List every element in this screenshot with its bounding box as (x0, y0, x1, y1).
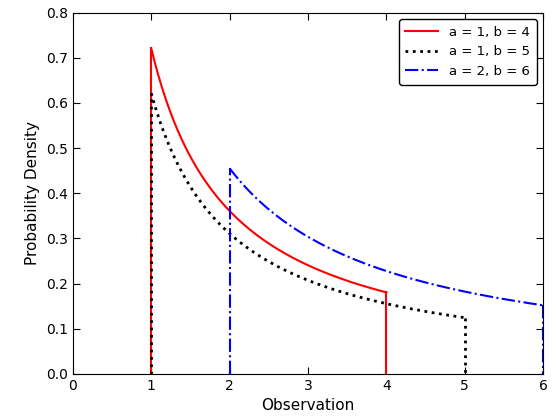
Line: a = 1, b = 4: a = 1, b = 4 (151, 48, 386, 292)
a = 1, b = 5 (422, 309, 428, 314)
X-axis label: Observation: Observation (262, 398, 354, 413)
Y-axis label: Probability Density: Probability Density (25, 121, 40, 265)
a = 1, b = 4 (148, 46, 155, 51)
a = 1, b = 5 (148, 91, 155, 96)
a = 2, b = 6 (500, 297, 507, 302)
a = 2, b = 6 (540, 303, 547, 308)
a = 1, b = 5 (461, 315, 468, 320)
a = 2, b = 6 (262, 204, 269, 209)
a = 1, b = 5 (202, 206, 209, 211)
a = 1, b = 5 (282, 268, 288, 273)
a = 1, b = 4 (238, 220, 245, 225)
a = 2, b = 6 (360, 260, 367, 265)
a = 1, b = 4 (175, 129, 181, 134)
a = 1, b = 4 (383, 290, 390, 295)
a = 1, b = 5 (455, 314, 462, 319)
a = 1, b = 5 (184, 178, 190, 184)
Line: a = 2, b = 6: a = 2, b = 6 (230, 168, 543, 305)
a = 2, b = 6 (534, 302, 540, 307)
Line: a = 1, b = 5: a = 1, b = 5 (151, 93, 465, 318)
a = 1, b = 5 (268, 260, 275, 265)
a = 2, b = 6 (347, 255, 353, 260)
Legend: a = 1, b = 4, a = 1, b = 5, a = 2, b = 6: a = 1, b = 4, a = 1, b = 5, a = 2, b = 6 (399, 19, 536, 84)
a = 1, b = 4 (189, 157, 195, 162)
a = 1, b = 4 (379, 289, 385, 294)
a = 2, b = 6 (226, 166, 233, 171)
a = 2, b = 6 (281, 219, 287, 224)
a = 1, b = 4 (248, 228, 255, 234)
a = 1, b = 4 (353, 281, 360, 286)
